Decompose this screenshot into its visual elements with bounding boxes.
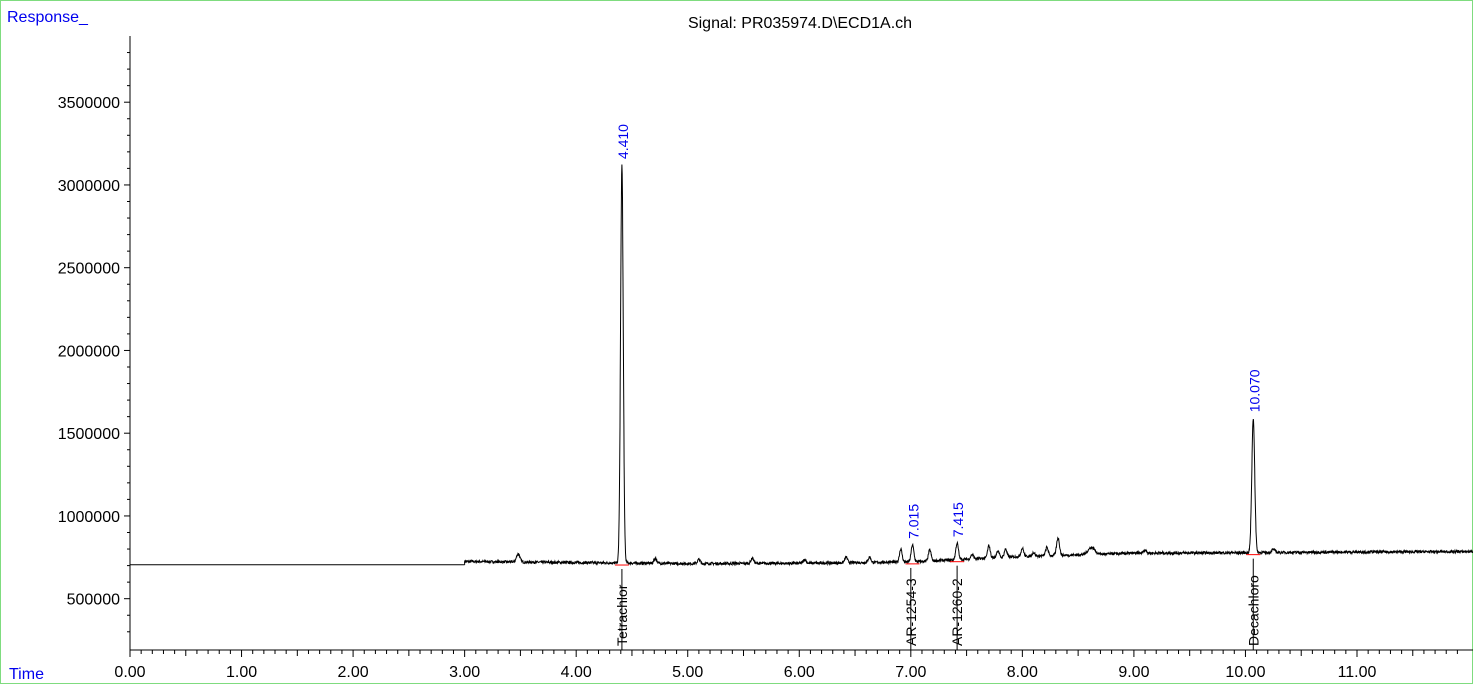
y-tick-label: 2500000 — [58, 261, 120, 278]
x-tick-label: 3.00 — [449, 664, 480, 681]
compound-label: Tetrachlor — [614, 584, 630, 646]
x-axis-label: Time — [9, 666, 44, 683]
y-tick-label: 1000000 — [58, 509, 120, 526]
x-tick-label: 1.00 — [226, 664, 257, 681]
axes: 0.00 1.00 2.00 3.00 4.00 5.00 6.00 7.00 8.00 9.00… — [58, 36, 1473, 681]
peak-rt-label: 7.015 — [905, 504, 921, 539]
signal-traces — [130, 164, 1473, 567]
y-tick-label: 500000 — [67, 592, 120, 609]
y-tick-label: 2000000 — [58, 343, 120, 360]
x-tick-label: 0.00 — [114, 664, 145, 681]
chart-title: Signal: PR035974.D\ECD1A.ch — [687, 15, 913, 32]
y-tick-label: 1500000 — [58, 426, 120, 443]
x-tick-label: 5.00 — [672, 664, 703, 681]
peak-rt-label: 10.070 — [1246, 369, 1262, 412]
x-tick-label: 11.00 — [1338, 664, 1377, 681]
x-tick-label: 7.00 — [895, 664, 926, 681]
x-tick-label: 4.00 — [561, 664, 592, 681]
compound-label: AR-1260-2 — [949, 578, 965, 646]
y-tick-label: 3500000 — [58, 95, 120, 112]
compound-label: AR-1254-3 — [903, 578, 919, 646]
y-axis-label: Response_ — [7, 9, 88, 26]
peak-labels: 4.410 7.015 7.415 10.070 Tetrachlor AR-1254-3… — [614, 124, 1262, 650]
x-tick-label: 9.00 — [1118, 664, 1149, 681]
x-tick-label: 8.00 — [1007, 664, 1038, 681]
compound-label: Decachloro — [1245, 575, 1261, 646]
peak-rt-label: 4.410 — [615, 124, 631, 159]
x-tick-label: 2.00 — [338, 664, 369, 681]
x-tick-label: 10.00 — [1225, 664, 1265, 681]
x-tick-label: 6.00 — [784, 664, 815, 681]
y-tick-label: 3000000 — [58, 178, 120, 195]
signal-trace — [464, 164, 1473, 567]
peak-rt-label: 7.415 — [950, 502, 966, 537]
